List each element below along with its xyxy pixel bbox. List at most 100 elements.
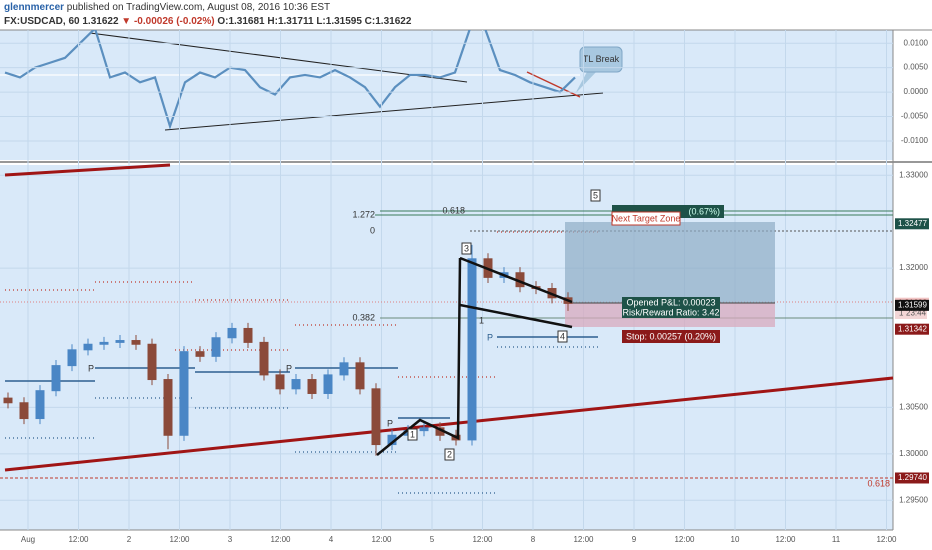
main-panel xyxy=(0,165,893,530)
candle-body xyxy=(259,341,269,376)
x-tick-label: 12:00 xyxy=(573,535,594,544)
x-tick-label: 10 xyxy=(731,535,740,544)
x-tick-label: 12:00 xyxy=(472,535,493,544)
price-tag-label: 1.31342 xyxy=(898,324,927,333)
fib-label: 1 xyxy=(479,315,484,325)
pivot-label: P xyxy=(286,363,292,373)
candle-body xyxy=(275,374,285,390)
x-tick-label: 2 xyxy=(127,535,132,544)
candle-body xyxy=(83,343,93,351)
x-tick-label: 12:00 xyxy=(674,535,695,544)
countdown-bar: 1 xyxy=(899,309,904,318)
trend-line xyxy=(89,32,468,83)
wave-label: 2 xyxy=(447,449,452,459)
candle-body xyxy=(323,374,333,394)
candle-body xyxy=(19,402,29,420)
candle-body xyxy=(291,379,301,390)
x-tick-label: 12:00 xyxy=(371,535,392,544)
candle-body xyxy=(3,397,13,404)
header-line: glennmercer published on TradingView.com… xyxy=(4,2,330,13)
stop-box xyxy=(622,330,720,343)
y-tick-label: 0.0000 xyxy=(904,87,929,96)
price-tag-label: 1.31599 xyxy=(898,300,927,309)
fib-label: 0.382 xyxy=(352,312,375,322)
pivot-label: P xyxy=(487,332,493,342)
y-tick-label: 0.0100 xyxy=(904,38,929,47)
wave-box xyxy=(461,242,472,255)
candle-body xyxy=(67,349,77,367)
x-tick-label: 4 xyxy=(329,535,334,544)
wave-box xyxy=(557,330,568,343)
pivot-label: P xyxy=(88,363,94,373)
fib-label: 1.272 xyxy=(352,209,375,219)
wave-labels: 1 2 3 4 5 xyxy=(407,189,601,461)
trend-line xyxy=(164,92,604,131)
candle-body xyxy=(147,343,157,381)
candle-body xyxy=(211,337,221,357)
wave-label: 1 xyxy=(410,429,415,439)
candle-body xyxy=(99,341,109,345)
price-tag-label: 1.29740 xyxy=(898,473,927,482)
price-tag xyxy=(895,323,929,335)
pnl-text: Opened P&L: 0.00023 xyxy=(626,297,715,307)
candle-body xyxy=(35,390,45,420)
candle-body xyxy=(371,388,381,446)
x-tick-label: 12:00 xyxy=(876,535,897,544)
wave-label: 3 xyxy=(464,243,469,253)
y-tick-label: 1.29500 xyxy=(899,495,928,504)
candle-body xyxy=(307,379,317,394)
countdown-time: 23:44 xyxy=(906,309,927,318)
wave-box xyxy=(407,428,418,441)
candle-body xyxy=(163,379,173,436)
x-tick-label: 11 xyxy=(832,535,841,544)
candle-body xyxy=(339,362,349,376)
callout-text: TL Break xyxy=(583,54,620,64)
break-line xyxy=(526,71,581,98)
trend-line xyxy=(4,376,894,472)
oscillator-line xyxy=(4,30,576,130)
header-symbol-line: FX:USDCAD, 60 1.31622 ▼ -0.00026 (-0.02%… xyxy=(4,16,412,27)
y-tick-label: -0.0050 xyxy=(901,112,929,121)
candle-body xyxy=(115,340,125,343)
price-tag xyxy=(895,218,929,230)
wave-path xyxy=(376,257,462,456)
price-tag xyxy=(895,472,929,484)
target-zone xyxy=(565,222,775,303)
fib-label: 0.618 xyxy=(867,478,890,488)
callout-pointer xyxy=(575,70,598,94)
x-tick-label: 12:00 xyxy=(270,535,291,544)
pivot-lines xyxy=(5,336,598,419)
price-change: ▼ -0.00026 (-0.02%) xyxy=(121,16,214,27)
stop-text: Stop: 0.00257 (0.20%) xyxy=(626,331,716,341)
candle-body xyxy=(227,327,237,339)
price-tag-label: 1.32477 xyxy=(898,219,927,228)
wedge-line xyxy=(459,303,573,329)
next-target-box xyxy=(611,211,681,226)
author: glennmercer xyxy=(4,2,64,13)
x-tick-label: 5 xyxy=(430,535,435,544)
next-target-label: Next Target Zone xyxy=(612,213,681,223)
fib-label: 0 xyxy=(370,225,375,235)
x-tick-label: 12:00 xyxy=(775,535,796,544)
candle-body xyxy=(195,351,205,357)
ohlc: O:1.31681 H:1.31711 L:1.31595 C:1.31622 xyxy=(217,16,411,27)
last-price: 1.31622 xyxy=(82,16,119,27)
y-tick-label: 1.32000 xyxy=(899,263,928,272)
x-tick-label: 8 xyxy=(531,535,536,544)
wave-label: 4 xyxy=(560,331,565,341)
support-dots xyxy=(5,346,598,494)
x-tick-label: 12:00 xyxy=(169,535,190,544)
candle-body xyxy=(51,365,61,392)
y-tick-label: 1.30500 xyxy=(899,403,928,412)
candle-body xyxy=(419,427,429,432)
symbol: FX:USDCAD, 60 xyxy=(4,16,80,27)
y-tick-label: -0.0100 xyxy=(901,136,929,145)
price-tag xyxy=(895,299,929,311)
trend-line xyxy=(4,163,171,177)
candle-body xyxy=(179,351,189,436)
x-tick-label: 9 xyxy=(632,535,637,544)
osc-panel xyxy=(0,30,893,160)
wave-label: 5 xyxy=(593,190,598,200)
pnl-box xyxy=(622,297,720,318)
